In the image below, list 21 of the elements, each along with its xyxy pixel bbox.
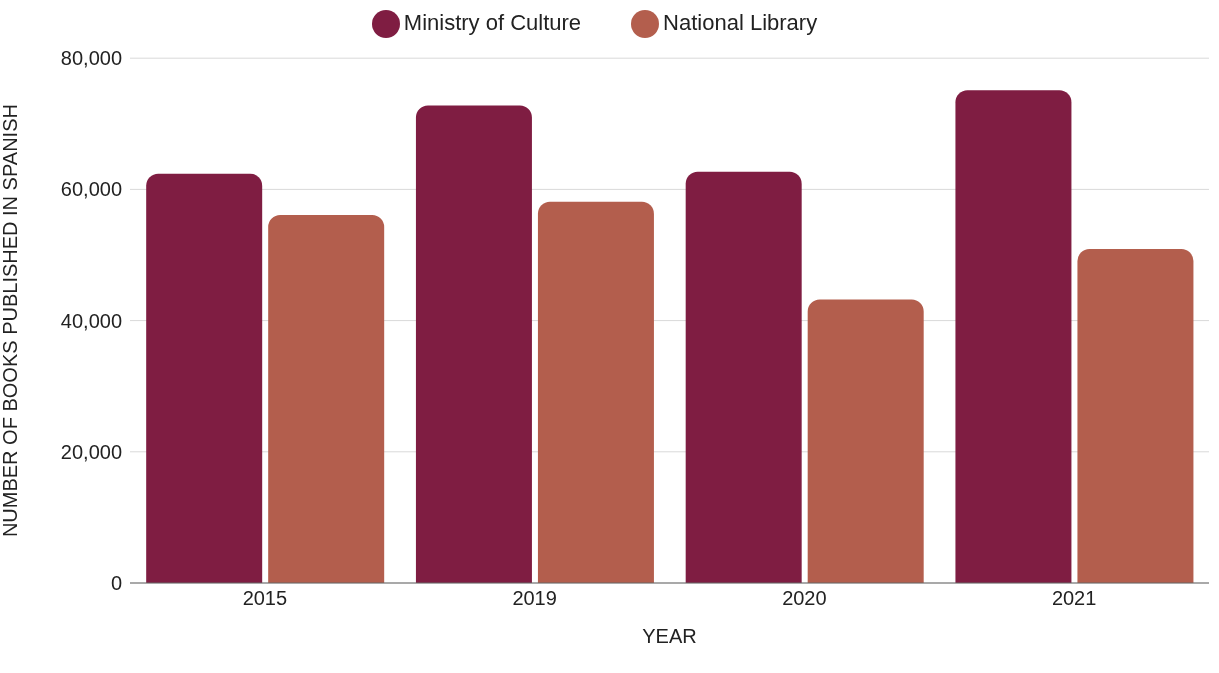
y-tick-label: 80,000 [60, 47, 122, 70]
bar [415, 105, 532, 583]
bar [955, 90, 1072, 583]
legend-label: Ministry of Culture [403, 10, 582, 35]
bar [268, 214, 385, 583]
y-tick-label: 20,000 [60, 440, 122, 463]
y-tick-label: 60,000 [60, 178, 122, 201]
bar [146, 173, 263, 583]
x-tick-label: 2015 [242, 587, 288, 610]
bar [685, 171, 802, 583]
y-axis-title: NUMBER OF BOOKS PUBLISHED IN SPANISH [0, 104, 22, 538]
bar [537, 201, 654, 583]
x-axis-title: YEAR [642, 625, 697, 647]
legend-label: National Library [663, 10, 818, 35]
bar [1077, 249, 1194, 583]
x-tick-label: 2020 [782, 587, 827, 610]
x-tick-label: 2019 [512, 587, 557, 610]
bar [807, 299, 924, 583]
y-tick-label: 0 [110, 572, 122, 595]
y-tick-label: 40,000 [60, 309, 122, 332]
x-tick-label: 2021 [1051, 587, 1097, 610]
